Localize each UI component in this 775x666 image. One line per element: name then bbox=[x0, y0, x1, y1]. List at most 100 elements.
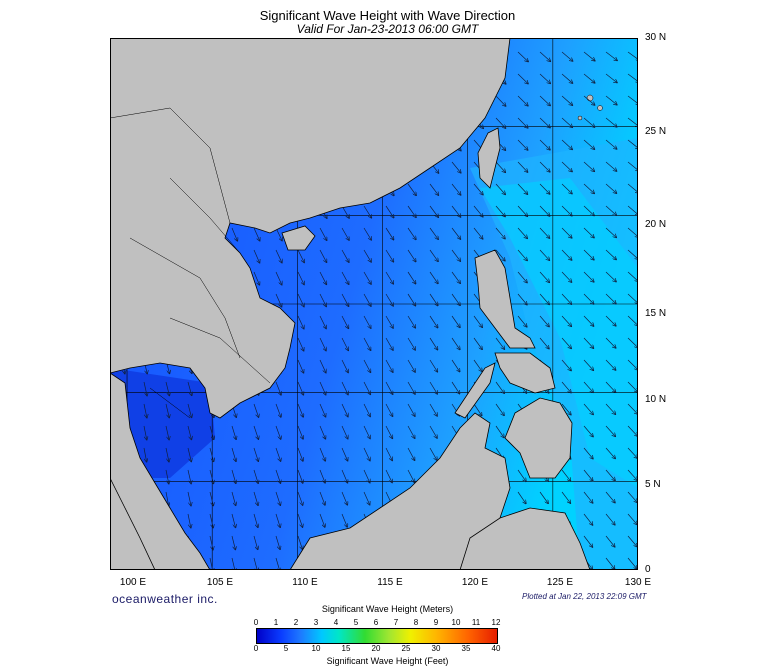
wave-arrow bbox=[143, 425, 147, 440]
wave-arrow bbox=[627, 381, 638, 392]
wave-arrow bbox=[253, 513, 258, 527]
wave-arrow bbox=[407, 425, 415, 438]
wave-arrow bbox=[385, 293, 393, 306]
wave-arrow bbox=[165, 447, 169, 462]
wave-arrow bbox=[429, 227, 438, 239]
ryukyu-island bbox=[586, 94, 594, 102]
wave-arrow bbox=[231, 513, 236, 528]
sumatra-edge bbox=[110, 477, 156, 570]
legend-meter-tick: 5 bbox=[353, 618, 359, 627]
wave-arrow bbox=[451, 381, 460, 394]
wave-arrow bbox=[561, 271, 572, 282]
wave-arrow bbox=[605, 315, 616, 326]
malay-peninsula bbox=[110, 372, 211, 570]
wave-arrow bbox=[583, 425, 593, 437]
wave-arrow bbox=[583, 293, 594, 304]
wave-arrow bbox=[275, 249, 282, 263]
wave-arrow bbox=[429, 249, 438, 261]
wave-arrow bbox=[605, 557, 615, 569]
wave-arrow bbox=[561, 249, 572, 260]
wave-arrow bbox=[319, 381, 326, 395]
wave-arrow bbox=[187, 447, 191, 462]
wave-arrow bbox=[561, 491, 570, 503]
wave-arrow bbox=[605, 535, 615, 547]
lon-label-100e: 100 E bbox=[119, 577, 147, 588]
wave-arrow bbox=[319, 293, 326, 307]
lat-label-15n: 15 N bbox=[645, 308, 667, 319]
wave-arrow bbox=[605, 293, 616, 304]
wave-arrow bbox=[583, 337, 594, 348]
wave-arrow bbox=[583, 161, 594, 171]
legend-meter-tick: 3 bbox=[313, 618, 319, 627]
wave-arrow bbox=[583, 513, 593, 525]
wave-arrow bbox=[253, 535, 258, 549]
wave-arrow bbox=[561, 227, 572, 238]
legend-meter-tick: 9 bbox=[433, 618, 439, 627]
wave-arrow bbox=[561, 381, 571, 393]
wave-arrow bbox=[231, 425, 236, 439]
wave-arrow bbox=[275, 227, 282, 241]
wave-arrow bbox=[627, 183, 638, 193]
wave-arrow bbox=[385, 425, 392, 438]
map-border bbox=[110, 38, 638, 570]
wave-arrow bbox=[363, 403, 370, 417]
wave-arrow bbox=[385, 469, 392, 483]
wave-arrow bbox=[583, 381, 593, 392]
legend-meter-tick: 10 bbox=[451, 618, 461, 627]
wave-arrow bbox=[451, 293, 460, 305]
wave-arrow bbox=[561, 293, 572, 304]
wave-arrow bbox=[231, 227, 237, 241]
wave-arrow bbox=[539, 491, 548, 503]
wave-arrow bbox=[407, 359, 415, 372]
legend-feet-tick: 40 bbox=[491, 644, 501, 653]
wave-arrow bbox=[363, 359, 371, 372]
ryukyu-island bbox=[577, 115, 583, 121]
wave-arrow bbox=[627, 403, 638, 414]
wave-arrow bbox=[297, 425, 303, 439]
wave-arrow bbox=[517, 73, 528, 84]
wave-arrow bbox=[275, 447, 281, 461]
wave-arrow bbox=[605, 337, 616, 348]
plotted-timestamp: Plotted at Jan 22, 2013 22:09 GMT bbox=[522, 592, 647, 601]
wave-arrow bbox=[275, 271, 282, 285]
wave-arrow bbox=[495, 205, 505, 217]
wave-arrow bbox=[451, 315, 460, 327]
wave-arrow bbox=[627, 359, 638, 370]
wave-arrow bbox=[583, 315, 594, 326]
wave-arrow bbox=[605, 271, 616, 282]
wave-arrow bbox=[341, 447, 348, 461]
wave-arrow bbox=[539, 73, 550, 83]
wave-arrow bbox=[517, 315, 527, 327]
mindanao-island bbox=[504, 397, 573, 479]
wave-arrow bbox=[253, 403, 259, 417]
wave-arrow bbox=[407, 205, 416, 217]
wave-arrow bbox=[187, 381, 192, 395]
wave-arrow bbox=[495, 425, 504, 438]
wave-arrow bbox=[605, 403, 615, 414]
wave-arrow bbox=[539, 139, 550, 150]
wave-arrow bbox=[627, 271, 638, 281]
wave-arrow bbox=[341, 381, 348, 395]
taiwan-island bbox=[477, 127, 501, 189]
wave-arrow bbox=[253, 249, 260, 263]
wave-arrow bbox=[583, 491, 593, 503]
wave-arrow bbox=[143, 381, 147, 396]
legend-meter-tick: 8 bbox=[413, 618, 419, 627]
legend-color-bar bbox=[256, 628, 498, 644]
wave-arrow bbox=[231, 491, 236, 506]
wave-arrow bbox=[297, 535, 302, 549]
wave-arrow bbox=[605, 51, 617, 61]
wave-arrow bbox=[231, 447, 236, 461]
wave-arrow bbox=[627, 535, 637, 547]
wave-arrow bbox=[341, 337, 348, 350]
wave-arrow bbox=[627, 557, 637, 569]
lat-label-5n: 5 N bbox=[645, 479, 661, 490]
wave-arrow bbox=[605, 469, 615, 481]
wave-arrow bbox=[539, 183, 550, 194]
wave-arrow bbox=[561, 403, 571, 415]
wave-arrow bbox=[627, 293, 638, 304]
wave-arrow bbox=[561, 73, 573, 83]
wave-arrow bbox=[363, 491, 370, 505]
wave-map-canvas bbox=[110, 38, 638, 570]
wave-arrow bbox=[495, 183, 505, 194]
